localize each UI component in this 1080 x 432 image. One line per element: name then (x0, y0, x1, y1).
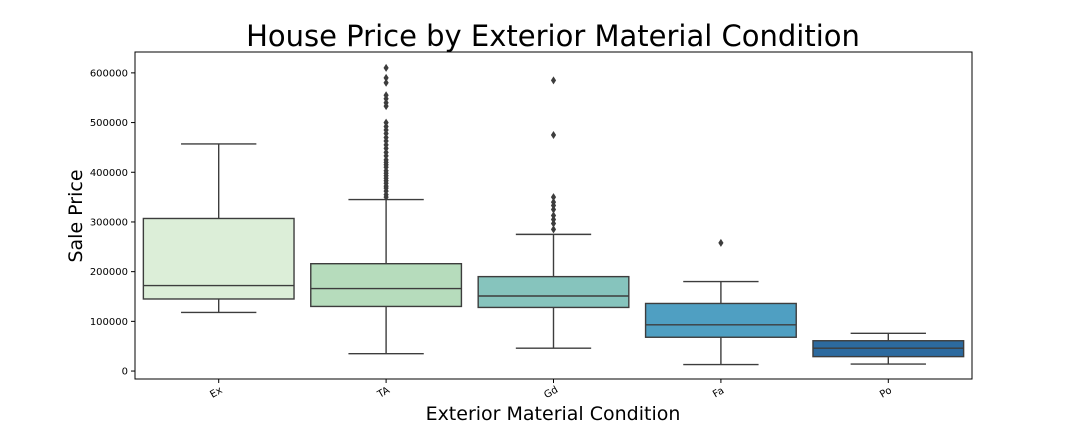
y-axis: 0 100000 200000 300000 400000 500000 600000 (90, 68, 135, 378)
chart-title: House Price by Exterior Material Conditi… (246, 19, 860, 53)
box-po (812, 332, 965, 365)
outlier-point (550, 193, 557, 202)
outlier-point (383, 63, 389, 72)
x-tick-label: Po (878, 385, 894, 400)
outlier-point (383, 91, 389, 100)
box-fa (644, 238, 797, 366)
outlier-point (550, 198, 557, 207)
y-tick-label: 100000 (90, 317, 128, 328)
x-tick-label: Ex (208, 385, 224, 401)
boxes-layer (142, 63, 965, 366)
y-tick-label: 400000 (90, 168, 128, 179)
iqr-box (644, 302, 797, 338)
outlier-point (383, 78, 389, 87)
outlier-point (550, 211, 557, 220)
outlier-point (383, 73, 389, 82)
plot-frame (134, 51, 973, 380)
iqr-box (310, 263, 463, 308)
outlier-point (383, 118, 389, 127)
y-tick-label: 200000 (90, 267, 128, 278)
box-ex (142, 143, 295, 314)
x-axis-label: Exterior Material Condition (426, 403, 681, 425)
outlier-point (718, 238, 724, 247)
iqr-box (477, 275, 630, 309)
x-axis: Ex TA Gd Fa Po (208, 379, 894, 401)
outlier-point (550, 76, 557, 85)
outlier-point (550, 130, 557, 139)
x-tick-label: TA (375, 385, 392, 401)
y-axis-label: Sale Price (65, 169, 87, 262)
x-tick-label: Gd (542, 385, 560, 402)
outlier-point (550, 225, 557, 234)
y-tick-label: 300000 (90, 217, 128, 228)
y-tick-label: 600000 (90, 68, 128, 79)
iqr-box (142, 217, 295, 300)
y-tick-label: 0 (122, 367, 128, 378)
x-tick-label: Fa (711, 385, 726, 400)
y-tick-label: 500000 (90, 118, 128, 129)
box-gd (477, 76, 630, 349)
box-ta (310, 63, 463, 355)
